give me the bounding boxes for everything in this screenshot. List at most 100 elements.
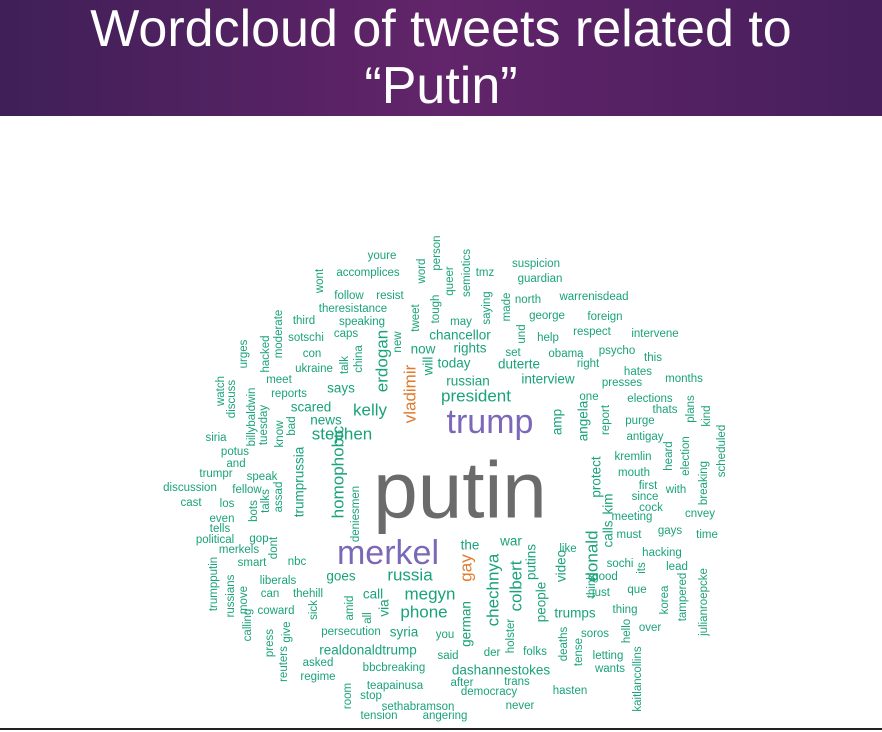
word-scheduled: scheduled xyxy=(716,425,728,477)
word-after: after xyxy=(450,677,473,689)
word-persecution: persecution xyxy=(321,626,380,638)
word-realdonaldtrump: realdonaldtrump xyxy=(319,643,417,658)
word-phone: phone xyxy=(400,603,447,622)
word-will: will xyxy=(421,357,436,377)
word-assad: assad xyxy=(273,482,285,513)
word-trumpputin: trumpputin xyxy=(208,557,220,611)
word-first: first xyxy=(639,480,658,492)
word-letting: letting xyxy=(593,650,624,662)
word-angering: angering xyxy=(423,710,468,722)
word-protect: protect xyxy=(589,456,604,498)
word-third: third xyxy=(293,315,315,327)
word-siria: siria xyxy=(205,432,227,444)
word-and: and xyxy=(226,458,245,470)
word-since: since xyxy=(632,491,659,503)
word-meet: meet xyxy=(266,374,292,386)
word-today: today xyxy=(437,356,470,371)
word-wants: wants xyxy=(594,663,625,675)
word-antigay: antigay xyxy=(626,431,663,443)
word-tension: tension xyxy=(360,710,397,722)
word-word: word xyxy=(416,259,428,285)
word-president: president xyxy=(441,387,511,406)
word-can: can xyxy=(261,588,280,600)
word-nbc: nbc xyxy=(288,556,307,568)
word-think: think xyxy=(586,574,598,599)
word-kremlin: kremlin xyxy=(614,451,651,463)
word-erdogan: erdogan xyxy=(373,330,392,392)
word-billybaldwin: billybaldwin xyxy=(246,388,258,447)
word-press: press xyxy=(264,629,276,657)
word-tampered: tampered xyxy=(677,573,689,622)
word-julianroepcke: julianroepcke xyxy=(698,568,710,637)
word-watch: watch xyxy=(215,376,227,407)
word-tuesday: tuesday xyxy=(258,405,270,446)
word-russia: russia xyxy=(387,566,433,585)
word-may: may xyxy=(450,316,472,328)
word-cloud-words: putin trump merkel vladimir gay homophobic che… xyxy=(163,235,728,722)
word-says: says xyxy=(327,381,355,396)
slide-title-line-2: “Putin” xyxy=(364,57,518,115)
word-ukraine: ukraine xyxy=(295,363,333,375)
word-bad: bad xyxy=(286,416,298,435)
word-even: even xyxy=(210,513,235,525)
word-person: person xyxy=(431,235,443,270)
word-moderate: moderate xyxy=(273,310,285,359)
word-los: los xyxy=(220,498,235,510)
word-talk: talk xyxy=(339,356,351,374)
word-the: the xyxy=(461,538,480,553)
word-presses: presses xyxy=(602,377,643,389)
word-suspicion: suspicion xyxy=(512,258,560,270)
word-tweet: tweet xyxy=(410,303,422,331)
word-putin: putin xyxy=(373,446,546,535)
word-election: election xyxy=(680,436,692,476)
slide-title-line-1: Wordcloud of tweets related to xyxy=(90,0,792,58)
word-help: help xyxy=(537,332,559,344)
word-thats: thats xyxy=(653,404,678,416)
word-elections: elections xyxy=(627,393,673,405)
word-purge: purge xyxy=(625,415,654,427)
word-dashannestokes: dashannestokes xyxy=(452,663,551,678)
word-folks: folks xyxy=(523,646,547,658)
word-vladimir: vladimir xyxy=(401,364,420,423)
word-cnvey: cnvey xyxy=(685,508,715,520)
word-this: this xyxy=(644,352,662,364)
word-wont: wont xyxy=(314,268,326,294)
word-its: its xyxy=(636,562,648,574)
word-con: con xyxy=(303,348,322,360)
word-trumpr: trumpr xyxy=(199,468,232,480)
word-regime: regime xyxy=(300,671,335,683)
word-good: good xyxy=(592,571,618,583)
word-gop: gop xyxy=(249,533,268,545)
word-interview: interview xyxy=(521,372,575,387)
word-follow: follow xyxy=(334,290,364,302)
word-now: now xyxy=(411,342,436,357)
word-trans: trans xyxy=(504,676,530,688)
word-megyn: megyn xyxy=(404,585,455,604)
word-move: move xyxy=(238,586,250,614)
word-potus: potus xyxy=(221,446,249,458)
word-hates: hates xyxy=(624,366,652,378)
word-psycho: psycho xyxy=(599,345,635,357)
word-gay: gay xyxy=(457,554,476,582)
word-made: made xyxy=(501,293,513,322)
word-fellow: fellow xyxy=(232,484,262,496)
word-over: over xyxy=(639,622,662,634)
word-bbcbreaking: bbcbreaking xyxy=(363,662,426,674)
word-war: war xyxy=(499,534,522,549)
word-respect: respect xyxy=(573,326,612,338)
word-china: china xyxy=(353,345,365,373)
word-theresistance: theresistance xyxy=(319,303,387,315)
word-obama: obama xyxy=(548,348,584,360)
word-new: new xyxy=(392,331,404,353)
word-amid: amid xyxy=(344,596,356,621)
word-all: all xyxy=(362,612,374,624)
word-tmz: tmz xyxy=(476,267,495,279)
word-reuters: reuters xyxy=(278,646,290,682)
word-call: call xyxy=(363,587,383,602)
word-rights: rights xyxy=(453,341,486,356)
word-cloud: putin trump merkel vladimir gay homophobic che… xyxy=(163,235,728,722)
word-with: with xyxy=(665,484,686,496)
word-goes: goes xyxy=(326,569,356,584)
word-news: news xyxy=(310,413,342,428)
word-calling: calling xyxy=(242,609,254,642)
